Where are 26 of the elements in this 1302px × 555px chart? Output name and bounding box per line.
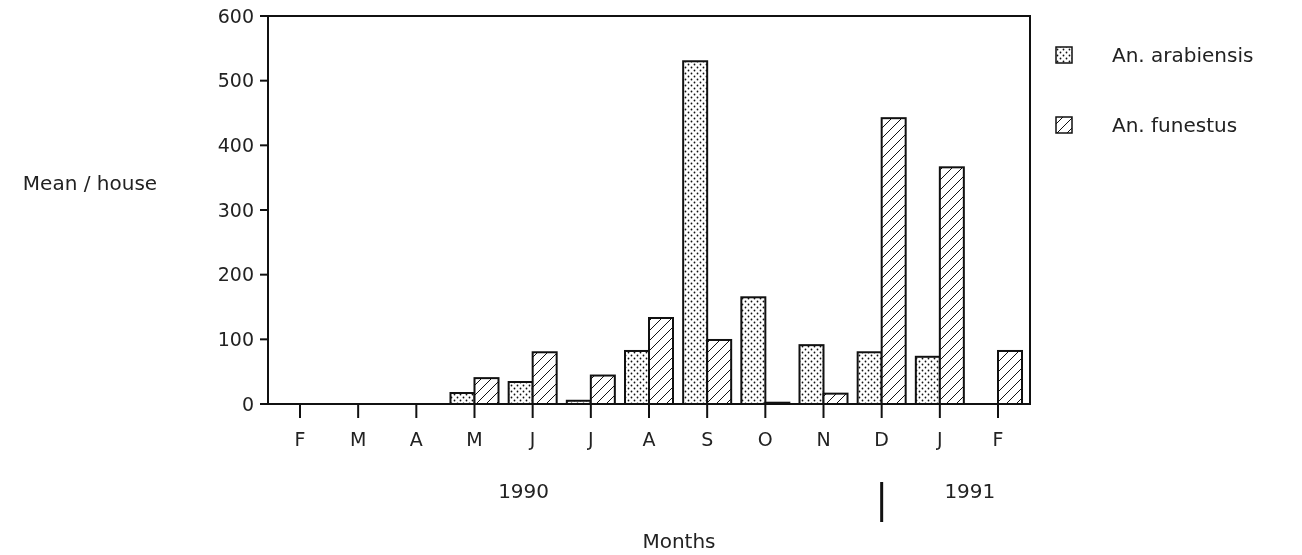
- x-tick-label: M: [466, 428, 483, 450]
- legend-label: An. funestus: [1112, 113, 1238, 137]
- x-tick-label: J: [587, 428, 594, 450]
- x-axis-title: Months: [642, 529, 716, 553]
- y-tick-label: 200: [217, 263, 254, 286]
- y-tick-label: 600: [217, 4, 254, 27]
- x-tick-label: N: [816, 428, 831, 450]
- legend-label: An. arabiensis: [1112, 43, 1254, 67]
- y-tick-label: 0: [241, 392, 254, 415]
- text: 1991: [944, 479, 996, 503]
- x-tick-label: O: [757, 428, 773, 450]
- y-tick-label: 300: [217, 198, 254, 221]
- x-tick-label: A: [642, 428, 656, 450]
- x-tick-label: D: [874, 428, 889, 450]
- x-tick-label: F: [992, 428, 1004, 450]
- x-tick-label: J: [528, 428, 536, 450]
- x-tick-label: J: [936, 428, 943, 450]
- y-tick-label: 500: [217, 69, 254, 92]
- y-tick-label: 400: [217, 133, 254, 156]
- x-tick-label: A: [409, 428, 423, 450]
- x-tick-label: S: [701, 428, 714, 450]
- x-tick-label: M: [349, 428, 367, 450]
- text: 1990: [498, 479, 550, 503]
- y-axis-title: Mean / house: [22, 171, 158, 195]
- x-tick-label: F: [294, 428, 306, 450]
- y-tick-label: 100: [217, 327, 254, 350]
